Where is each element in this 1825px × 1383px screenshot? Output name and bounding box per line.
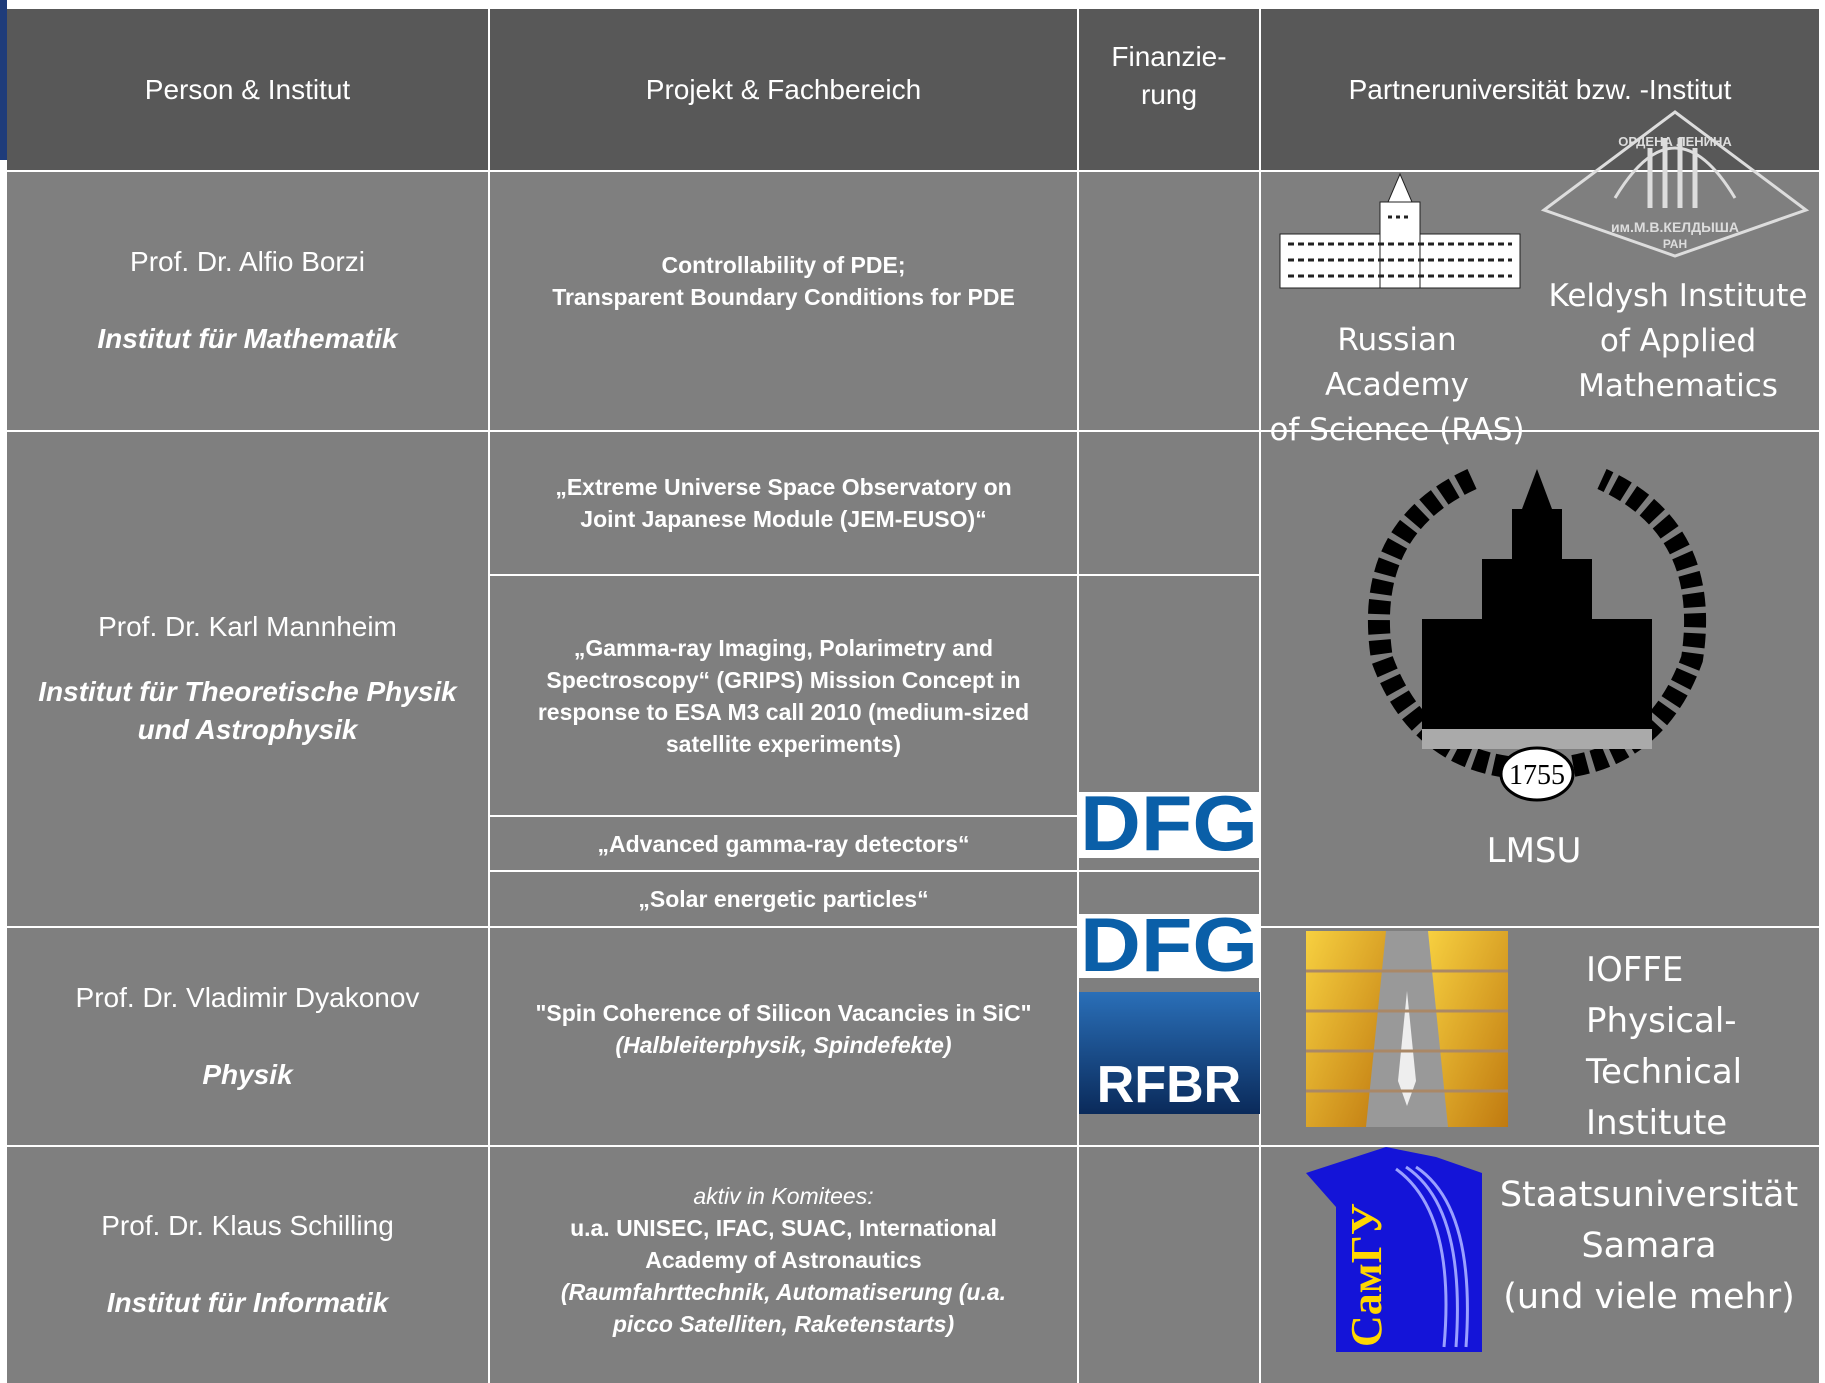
- person-name: Prof. Dr. Vladimir Dyakonov: [75, 981, 420, 1013]
- partner-name: Keldysh Institute of Applied Mathematics: [1548, 278, 1808, 404]
- header-cell: Partneruniversität bzw. -Institut: [1261, 9, 1819, 170]
- partner-name: LMSU: [1486, 831, 1582, 871]
- funding-cell: [1079, 172, 1259, 430]
- emblem-text: РАН: [1663, 237, 1687, 251]
- header-text: Partneruniversität bzw. -Institut: [1348, 73, 1732, 105]
- person-name: Prof. Dr. Alfio Borzi: [130, 246, 365, 277]
- project: Controllability of PDE; Transparent Boun…: [552, 252, 1015, 310]
- project-cell: "Spin Coherence of Silicon Vacancies in …: [490, 928, 1077, 1145]
- project: u.a. UNISEC, IFAC, SUAC, International A…: [570, 1215, 997, 1273]
- funding-cell: [1079, 1147, 1259, 1383]
- header-text: Person & Institut: [144, 73, 351, 105]
- partner-name: Staatsuniversität Samara (und viele mehr…: [1499, 1175, 1799, 1317]
- rfbr-logo: RFBR: [1079, 992, 1260, 1114]
- project-cell: aktiv in Komitees: u.a. UNISEC, IFAC, SUA…: [490, 1147, 1077, 1383]
- partner-name: IOFFE Physical- Technical Institute: [1586, 950, 1743, 1143]
- project: „Advanced gamma-ray detectors“: [597, 830, 970, 857]
- person-name: Prof. Dr. Karl Mannheim: [98, 611, 397, 642]
- institute: Physik: [202, 1058, 293, 1090]
- funding-cell: [1079, 576, 1259, 815]
- person-cell: Prof. Dr. Klaus Schilling Institut für In…: [7, 1147, 488, 1383]
- header-cell: Person & Institut: [7, 9, 488, 170]
- header-cell: Finanzie- rung: [1079, 9, 1259, 170]
- dfg-logo: DFG: [1079, 903, 1260, 988]
- person-cell: Prof. Dr. Alfio Borzi Institut für Mathem…: [7, 172, 488, 430]
- project-cell: „Advanced gamma-ray detectors“: [490, 817, 1077, 870]
- institute: Institut für Theoretische Physik und Ast…: [38, 676, 457, 745]
- header-cell: Projekt & Fachbereich: [490, 9, 1077, 170]
- logo-text: DFG: [1080, 903, 1258, 988]
- edge-strip: [0, 0, 7, 160]
- subject: (Halbleiterphysik, Spindefekte): [615, 1031, 952, 1058]
- keldysh-logo: ОРДЕНА ЛЕНИНА им.М.В.КЕЛДЫША РАН: [1540, 110, 1810, 258]
- institute: Institut für Informatik: [106, 1287, 389, 1318]
- samara-logo: СамГУ: [1306, 1147, 1482, 1352]
- ioffe-logo: [1306, 931, 1508, 1127]
- emblem-text: им.М.В.КЕЛДЫША: [1611, 219, 1739, 235]
- header-text: Finanzie- rung: [1111, 40, 1227, 110]
- emblem-text: ОРДЕНА ЛЕНИНА: [1618, 134, 1732, 149]
- project: "Spin Coherence of Silicon Vacancies in …: [535, 999, 1032, 1026]
- person-cell: Prof. Dr. Karl Mannheim Institut für Theo…: [7, 432, 488, 926]
- person-name: Prof. Dr. Klaus Schilling: [101, 1210, 394, 1241]
- logo-text: DFG: [1080, 779, 1258, 867]
- logo-text: RFBR: [1097, 1056, 1241, 1114]
- project-cell: „Solar energetic particles“: [490, 872, 1077, 926]
- person-cell: Prof. Dr. Vladimir Dyakonov Physik: [7, 928, 488, 1145]
- partner-cell: [1261, 172, 1819, 430]
- project-cell: „Gamma-ray Imaging, Polarimetry and Spec…: [490, 576, 1077, 815]
- logo-text: СамГУ: [1342, 1203, 1391, 1347]
- institute: Institut für Mathematik: [97, 323, 398, 354]
- note: aktiv in Komitees:: [693, 1183, 874, 1209]
- project: „Extreme Universe Space Observatory on J…: [555, 474, 1012, 532]
- lmsu-logo: 1755: [1368, 468, 1706, 802]
- ras-logo: [1279, 172, 1521, 289]
- emblem-text: 1755: [1509, 760, 1565, 791]
- dfg-logo: DFG: [1079, 779, 1260, 867]
- header-text: Projekt & Fachbereich: [645, 73, 922, 105]
- project-cell: „Extreme Universe Space Observatory on J…: [490, 432, 1077, 574]
- project-cell: Controllability of PDE; Transparent Boun…: [490, 172, 1077, 430]
- project: „Solar energetic particles“: [638, 886, 929, 912]
- partner-name: Russian Academy of Science (RAS): [1269, 322, 1525, 448]
- subject: (Raumfahrttechnik, Automatiserung (u.a. …: [560, 1279, 1007, 1337]
- project: „Gamma-ray Imaging, Polarimetry and Spec…: [537, 634, 1030, 757]
- funding-cell: [1079, 432, 1259, 574]
